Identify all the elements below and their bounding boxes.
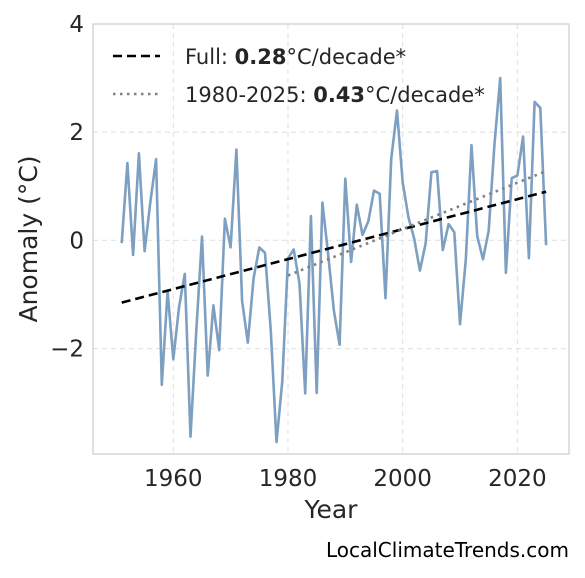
legend-label-full-trend: Full: 0.28°C/decade* bbox=[185, 45, 406, 69]
series-layer bbox=[120, 76, 548, 444]
x-axis-title: Year bbox=[304, 495, 359, 524]
y-axis-title: Anomaly (°C) bbox=[14, 155, 43, 322]
x-tick-label: 2000 bbox=[373, 466, 432, 492]
full-trend-line bbox=[121, 190, 547, 304]
x-tick-labels: 1960 1980 2000 2020 bbox=[144, 466, 547, 492]
recent-trend-line bbox=[287, 169, 547, 277]
legend-label-recent-trend: 1980-2025: 0.43°C/decade* bbox=[185, 83, 485, 107]
y-tick-label: −2 bbox=[50, 337, 84, 363]
y-tick-label: 4 bbox=[69, 12, 84, 38]
y-tick-labels: −2 0 2 4 bbox=[50, 12, 84, 363]
anomaly-series-line bbox=[120, 76, 548, 444]
x-tick-label: 1960 bbox=[144, 466, 203, 492]
x-tick-label: 2020 bbox=[488, 466, 547, 492]
y-tick-label: 0 bbox=[69, 228, 84, 254]
x-tick-label: 1980 bbox=[259, 466, 318, 492]
watermark-text: LocalClimateTrends.com bbox=[326, 538, 569, 562]
y-tick-label: 2 bbox=[69, 120, 84, 146]
plot-frame bbox=[92, 23, 570, 455]
legend: Full: 0.28°C/decade* 1980-2025: 0.43°C/d… bbox=[113, 45, 485, 107]
